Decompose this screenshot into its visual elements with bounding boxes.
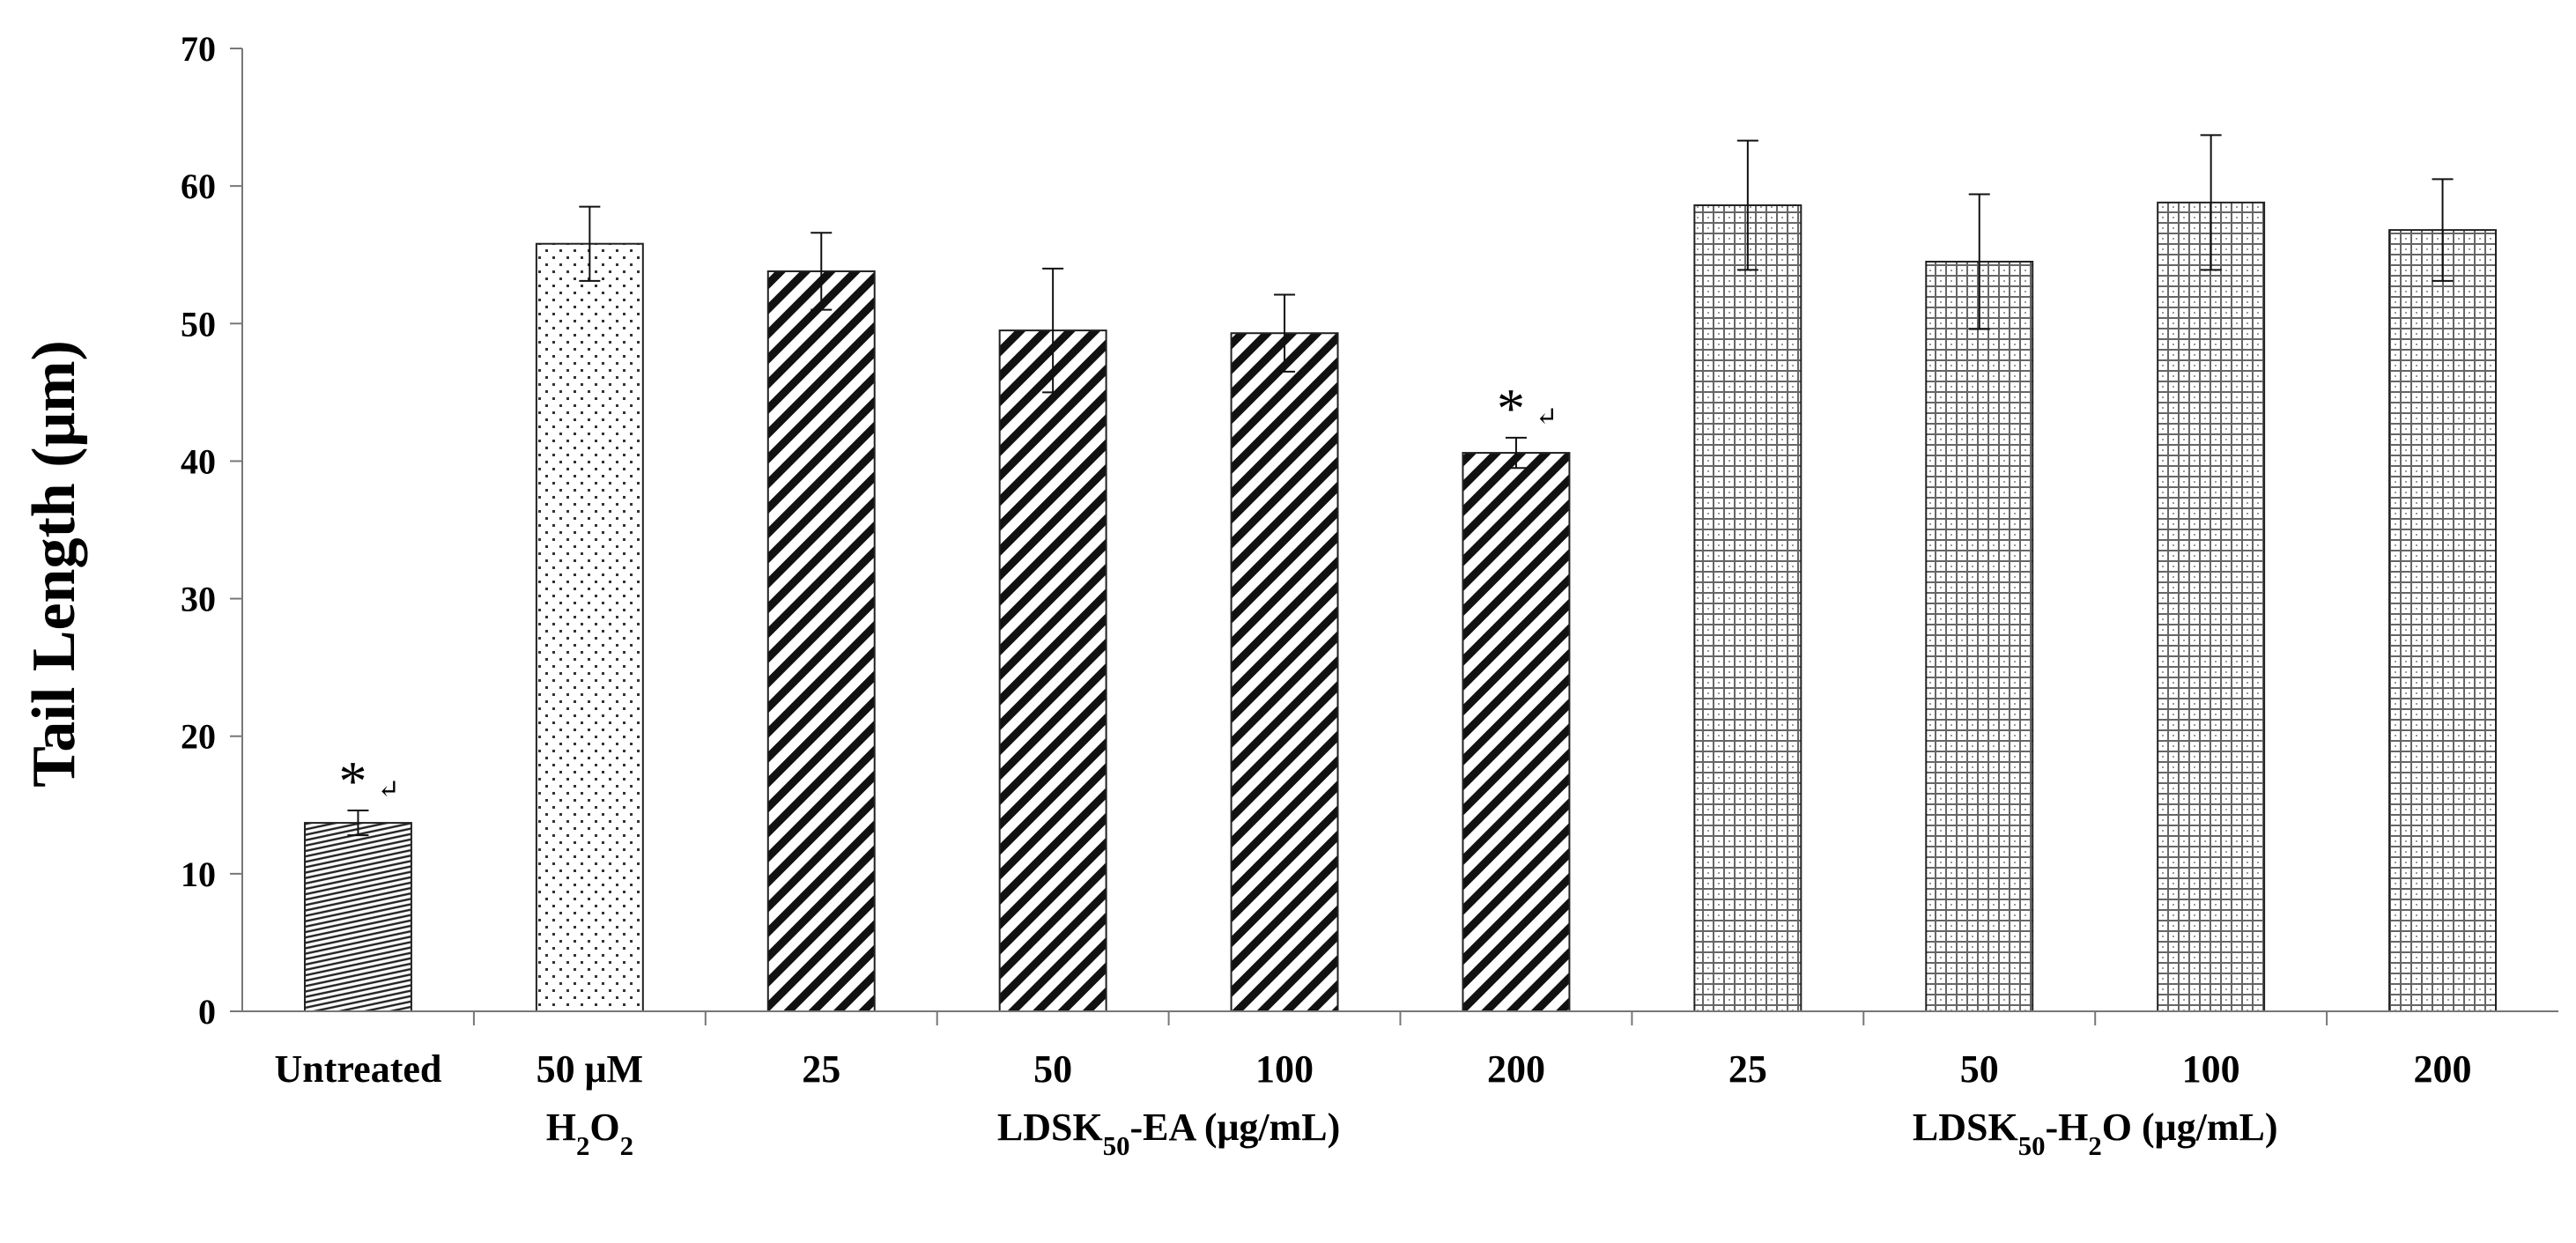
y-tick-label: 0 xyxy=(198,992,216,1032)
bar xyxy=(1693,204,1802,1012)
y-tick-label: 20 xyxy=(181,717,216,757)
bar xyxy=(1230,332,1339,1013)
x-category-label: 50 xyxy=(1960,1047,1999,1091)
x-group-label: LDSK50-H2O (μg/mL) xyxy=(1913,1106,2278,1161)
y-tick-label: 30 xyxy=(181,580,216,619)
y-axis-ticks: 0 10 20 30 40 50 60 70 xyxy=(181,29,242,1032)
bar xyxy=(303,822,412,1012)
y-tick-label: 10 xyxy=(181,855,216,894)
significance-marker: * xyxy=(338,750,366,812)
x-category-label: 200 xyxy=(1487,1047,1545,1091)
bar xyxy=(766,270,876,1012)
bars-layer: * ↵ * ↵ xyxy=(303,134,2498,1013)
x-category-label: 25 xyxy=(1728,1047,1767,1091)
bar xyxy=(2157,201,2266,1012)
y-tick-label: 70 xyxy=(181,29,216,69)
x-category-label: Untreated xyxy=(275,1047,442,1091)
x-axis-labels: Untreated 50 μM H2O2 25 50 100 200 25 50 100 200 LD… xyxy=(275,1011,2472,1161)
bar xyxy=(535,242,644,1013)
bar xyxy=(2388,229,2498,1012)
y-tick-label: 40 xyxy=(181,441,216,481)
significance-marker-suffix: ↵ xyxy=(1536,403,1558,432)
x-category-label: 25 xyxy=(802,1047,840,1091)
significance-marker: * xyxy=(1497,377,1525,440)
x-category-label: 100 xyxy=(2182,1047,2240,1091)
bar xyxy=(1462,452,1571,1012)
y-tick-label: 50 xyxy=(181,304,216,344)
significance-marker-suffix: ↵ xyxy=(377,775,399,804)
bar xyxy=(1925,261,2034,1012)
x-category-label: 100 xyxy=(1255,1047,1314,1091)
x-category-label: 50 xyxy=(1033,1047,1072,1091)
x-category-label: 200 xyxy=(2414,1047,2472,1091)
y-axis-label: Tail Length (μm) xyxy=(20,340,88,788)
x-category-label: 50 μM xyxy=(537,1047,643,1091)
x-group-label: LDSK50-EA (μg/mL) xyxy=(997,1106,1340,1161)
y-tick-label: 60 xyxy=(181,166,216,206)
x-category-sublabel: H2O2 xyxy=(546,1106,633,1161)
bar xyxy=(998,329,1107,1013)
